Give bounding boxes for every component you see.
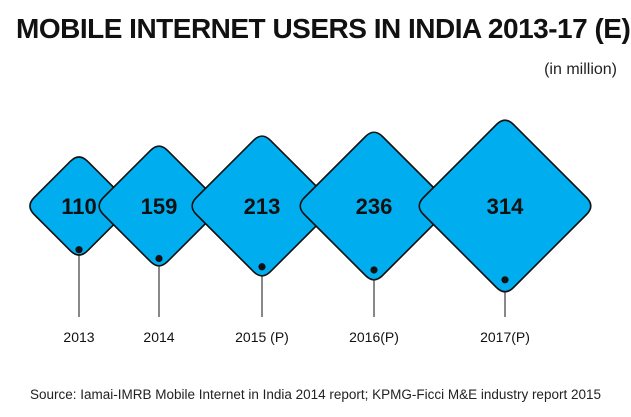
diamond-2017 bbox=[418, 119, 592, 293]
data-dot bbox=[75, 246, 83, 254]
value-label: 236 bbox=[356, 194, 393, 219]
value-label: 110 bbox=[61, 194, 97, 219]
diamond-2013 bbox=[29, 156, 129, 256]
category-label: 2013 bbox=[63, 329, 94, 345]
source-note: Source: Iamai-IMRB Mobile Internet in In… bbox=[30, 387, 601, 402]
value-label: 159 bbox=[141, 194, 178, 219]
chart-title: MOBILE INTERNET USERS IN INDIA 2013-17 (… bbox=[16, 13, 631, 44]
diamond-2014 bbox=[98, 145, 220, 267]
value-label: 314 bbox=[487, 194, 524, 219]
category-label: 2014 bbox=[143, 329, 174, 345]
data-dot bbox=[501, 276, 509, 284]
data-dot bbox=[258, 263, 266, 271]
diamond-2016 bbox=[299, 131, 449, 281]
category-label: 2017(P) bbox=[480, 329, 530, 345]
data-dot bbox=[155, 254, 163, 263]
unit-label: (in million) bbox=[544, 61, 617, 78]
category-label: 2016(P) bbox=[349, 329, 399, 345]
data-dot bbox=[370, 266, 378, 274]
value-label: 213 bbox=[244, 194, 281, 219]
category-label: 2015 (P) bbox=[235, 329, 289, 345]
diamond-2015 bbox=[191, 135, 333, 277]
